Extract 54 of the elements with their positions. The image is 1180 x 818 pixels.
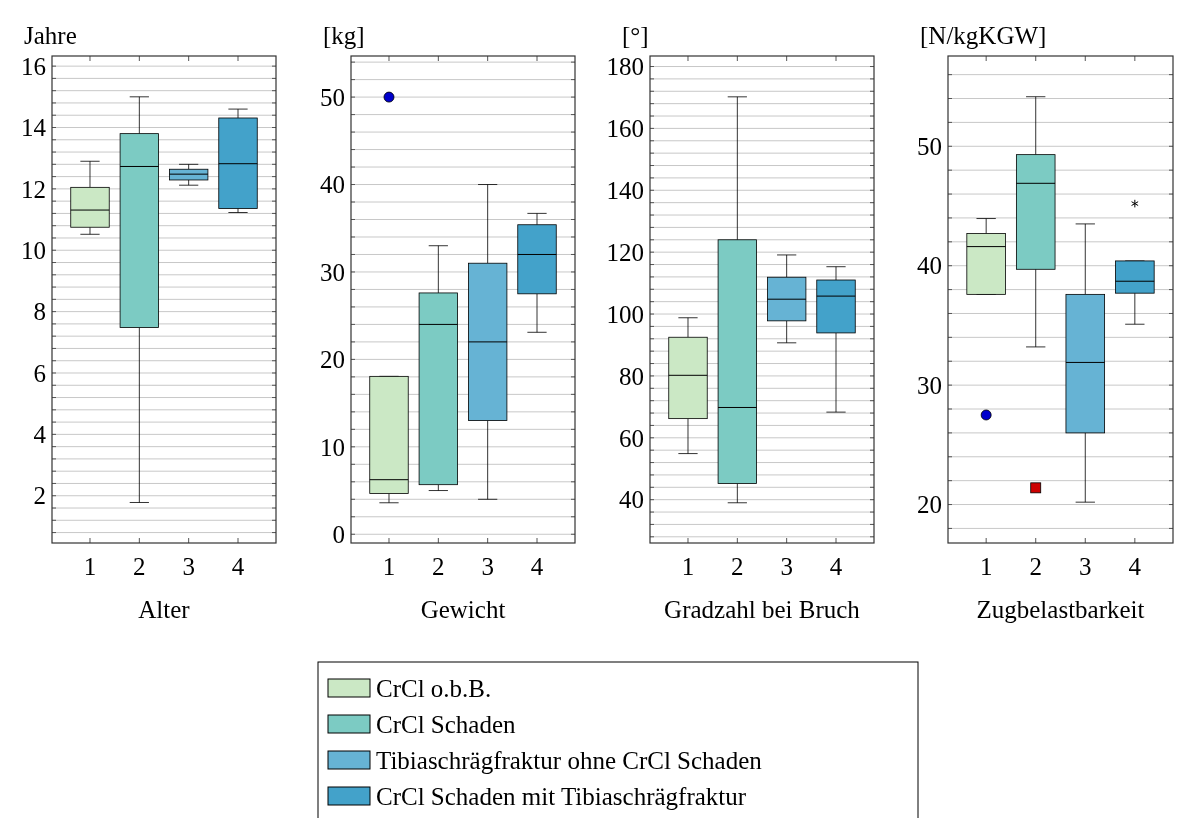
y-tick-label: 20 (917, 491, 942, 519)
x-tick-label: 2 (1029, 553, 1042, 580)
y-tick-label: 2 (33, 482, 46, 510)
y-tick-label: 40 (619, 486, 644, 514)
y-axis-title: [kg] (323, 22, 365, 49)
y-tick-label: 12 (21, 175, 46, 203)
y-tick-label: 80 (619, 362, 644, 390)
y-tick-label: 40 (320, 171, 345, 199)
y-tick-label: 0 (332, 521, 345, 549)
x-axis-title: Gradzahl bei Bruch (664, 596, 861, 623)
y-tick-label: 50 (917, 133, 942, 161)
y-tick-label: 30 (320, 258, 345, 286)
y-tick-label: 8 (33, 298, 46, 326)
y-tick-label: 10 (320, 433, 345, 461)
y-tick-label: 30 (917, 371, 942, 399)
y-tick-label: 140 (606, 177, 644, 205)
y-tick-label: 60 (619, 424, 644, 452)
y-tick-label: 14 (21, 114, 47, 142)
x-tick-label: 3 (1079, 553, 1092, 580)
y-tick-label: 10 (21, 237, 46, 264)
x-axis-title: Zugbelastbarkeit (976, 596, 1145, 623)
y-tick-label: 20 (320, 346, 345, 374)
x-tick-label: 4 (829, 553, 843, 580)
x-axis-title: Gewicht (420, 596, 506, 623)
x-tick-label: 3 (481, 553, 494, 580)
legend-label: CrCl o.b.B. (376, 675, 492, 702)
x-tick-label: 4 (231, 553, 245, 580)
x-tick-label: 1 (83, 553, 97, 580)
y-tick-label: 6 (33, 359, 46, 387)
y-tick-label: 4 (33, 421, 47, 449)
legend-label: CrCl Schaden mit Tibiaschrägfraktur (376, 783, 747, 810)
y-axis-title: [°] (622, 22, 649, 49)
x-tick-label: 3 (182, 553, 195, 580)
x-tick-label: 1 (681, 553, 695, 580)
y-tick-label: 16 (21, 52, 46, 80)
x-tick-label: 4 (530, 553, 544, 580)
y-axis-title: Jahre (24, 22, 77, 49)
y-tick-label: 160 (606, 115, 644, 143)
y-axis-title: [N/kgKGW] (920, 22, 1047, 49)
y-tick-label: 50 (320, 83, 345, 111)
x-tick-label: 4 (1128, 553, 1142, 580)
x-tick-label: 1 (382, 553, 396, 580)
x-tick-label: 2 (432, 553, 445, 580)
legend-label: CrCl Schaden (376, 711, 517, 738)
y-tick-label: 180 (606, 53, 644, 81)
x-tick-label: 2 (133, 553, 146, 580)
x-axis-title: Alter (138, 596, 191, 623)
x-tick-label: 3 (780, 553, 793, 580)
legend-label: Tibiaschrägfraktur ohne CrCl Schaden (376, 747, 763, 774)
y-tick-label: 120 (606, 238, 644, 266)
y-tick-label: 40 (917, 252, 942, 280)
x-tick-label: 2 (731, 553, 744, 580)
x-tick-label: 1 (979, 553, 993, 580)
y-tick-label: 100 (606, 300, 644, 328)
